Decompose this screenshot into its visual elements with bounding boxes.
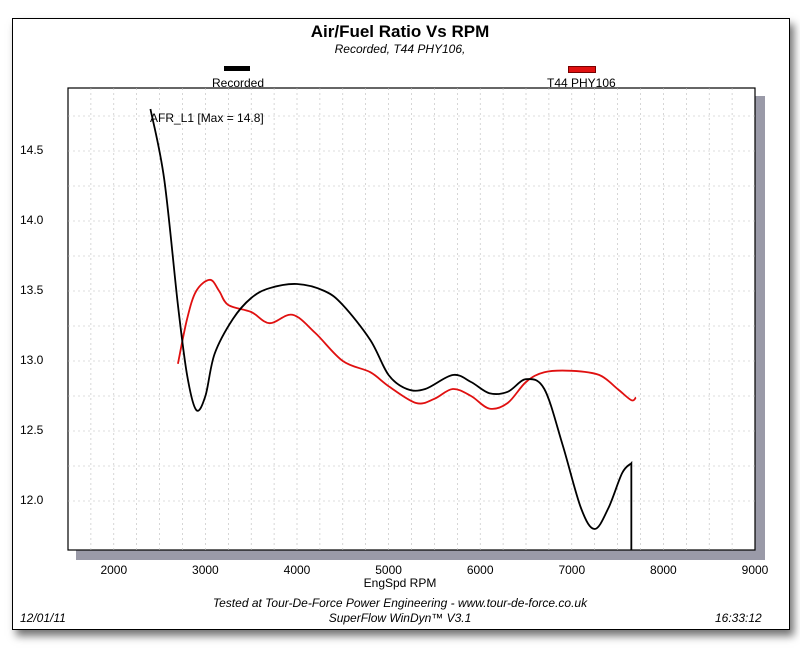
series-line-t44-phy106	[177, 278, 637, 410]
footer-software: SuperFlow WinDyn™ V3.1	[328, 611, 472, 625]
chart-subtitle: Recorded, T44 PHY106,	[334, 42, 466, 56]
annotation-max: AFR_L1 [Max = 14.8]	[150, 111, 264, 125]
legend-label-recorded: Recorded	[212, 76, 265, 90]
x-tick-label: 6000	[466, 563, 494, 577]
x-tick-label: 9000	[741, 563, 769, 577]
chart-title: Air/Fuel Ratio Vs RPM	[310, 22, 490, 41]
footer-credit: Tested at Tour-De-Force Power Engineerin…	[212, 596, 588, 610]
y-tick-label: 13.0	[20, 353, 44, 367]
y-tick-label: 14.0	[20, 213, 44, 227]
x-tick-label: 3000	[192, 563, 219, 577]
x-tick-label: 7000	[558, 563, 586, 577]
footer-time: 16:33:12	[715, 611, 762, 625]
y-tick-label: 12.0	[20, 493, 44, 507]
x-tick-label: 2000	[100, 563, 128, 577]
legend-swatch-t44	[568, 66, 596, 73]
x-tick-label: 5000	[375, 563, 402, 577]
x-tick-label: 8000	[650, 563, 677, 577]
y-tick-label: 13.5	[20, 283, 44, 297]
legend-swatch-recorded	[224, 66, 250, 71]
footer-date: 12/01/11	[20, 611, 66, 625]
legend-label-t44: T44 PHY106	[547, 76, 616, 90]
y-tick-label: 12.5	[20, 423, 44, 437]
series-line-recorded	[149, 108, 633, 550]
x-tick-label: 4000	[283, 563, 311, 577]
y-tick-label: 14.5	[20, 143, 44, 157]
x-axis-label: EngSpd RPM	[363, 576, 437, 590]
